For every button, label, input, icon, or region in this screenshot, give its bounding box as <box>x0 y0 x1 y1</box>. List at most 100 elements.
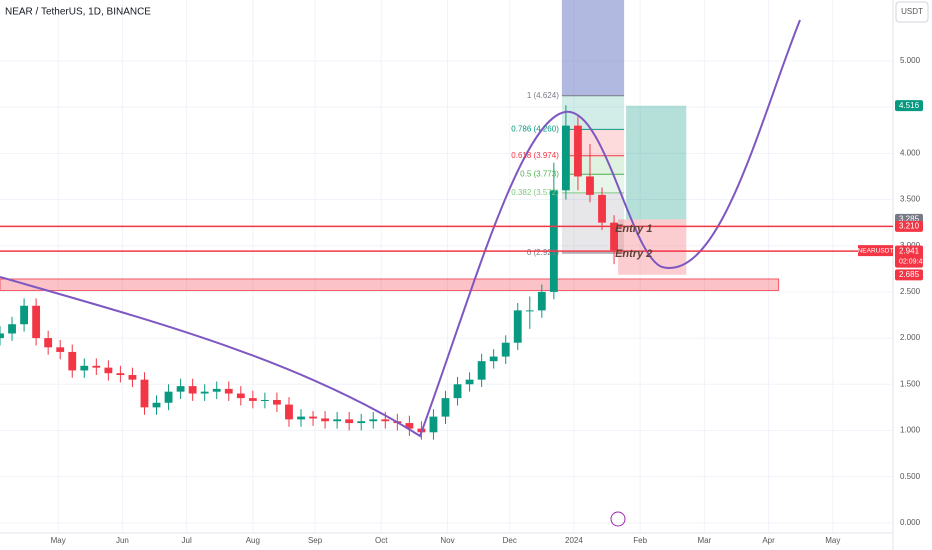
candle-body <box>598 194 606 223</box>
y-tick-label: 2.500 <box>900 287 921 296</box>
fib-label: 0.382 (3.572) <box>511 188 559 197</box>
candle-body <box>369 419 378 422</box>
candle-body <box>140 379 149 408</box>
x-tick-label: Jul <box>182 536 192 545</box>
price-tag-label: 2.685 <box>899 270 920 279</box>
y-tick-label: 1.500 <box>900 379 921 388</box>
x-tick-label: Aug <box>246 536 260 545</box>
fib-label: 0.5 (3.773) <box>520 169 559 178</box>
y-tick-label: 4.000 <box>900 148 921 157</box>
candle-body <box>200 391 209 394</box>
x-tick-label: May <box>51 536 66 545</box>
x-tick-label: 2024 <box>565 536 583 545</box>
x-tick-label: Nov <box>440 536 454 545</box>
candle-body <box>128 375 137 380</box>
candle-body <box>285 404 293 420</box>
price-tag-label: 4.516 <box>899 101 920 110</box>
candle-body <box>224 388 233 394</box>
target-zone <box>626 105 687 220</box>
candle-body <box>236 393 245 399</box>
price-tag-label: 3.285 <box>899 214 920 223</box>
x-tick-label: Mar <box>697 536 711 545</box>
candle-body <box>477 361 486 380</box>
fib-extension <box>561 0 625 96</box>
candle-body <box>537 291 546 311</box>
y-tick-label: 0.000 <box>900 518 921 527</box>
candle-body <box>501 342 510 357</box>
candle-body <box>248 398 257 401</box>
y-tick-label: 3.000 <box>900 241 921 250</box>
x-tick-label: Oct <box>375 536 388 545</box>
candle-body <box>345 419 354 424</box>
currency: USDT <box>901 7 923 16</box>
candle-body <box>212 388 221 392</box>
price-tag <box>895 220 923 232</box>
x-tick-label: Sep <box>308 536 323 545</box>
candle-body <box>525 310 534 312</box>
entry-label: Entry 1 <box>615 223 652 235</box>
currency-box <box>895 1 929 23</box>
candle-body <box>0 333 4 339</box>
price-tag <box>895 245 923 257</box>
stop-zone <box>618 219 687 275</box>
candle-body <box>260 399 269 401</box>
entry-label: Entry 2 <box>615 248 652 260</box>
candle-body <box>333 419 342 422</box>
candle-body <box>44 338 53 348</box>
candle-body <box>405 423 414 429</box>
candle-body <box>453 384 462 399</box>
x-tick-label: Feb <box>633 536 647 545</box>
y-tick-label: 1.000 <box>900 426 921 435</box>
candle-body <box>549 190 558 292</box>
x-tick-label: Apr <box>762 536 775 545</box>
candle-body <box>381 419 390 422</box>
fib-label: 0 (2.921) <box>527 248 559 257</box>
fib-label: 0.618 (3.974) <box>511 151 559 160</box>
candle-body <box>32 305 41 339</box>
y-tick-label: 2.000 <box>900 333 921 342</box>
candle-body <box>610 222 618 251</box>
candle-body <box>429 416 438 433</box>
y-tick-label: 3.500 <box>900 195 921 204</box>
zone <box>0 278 780 292</box>
candle-body <box>92 365 101 368</box>
symbol-label: NEARUSDT <box>858 247 894 254</box>
y-tick-label: 0.500 <box>900 472 921 481</box>
fib-band <box>561 155 625 175</box>
x-tick-label: Dec <box>503 536 517 545</box>
fib-label: 0.786 (4.260) <box>511 124 559 133</box>
candle-body <box>104 367 113 374</box>
candle-body <box>56 347 65 352</box>
candle-body <box>586 176 594 195</box>
projection-curve <box>0 19 801 438</box>
x-tick-label: May <box>825 536 840 545</box>
price-tag <box>895 100 923 112</box>
candle-body <box>489 356 498 362</box>
candle-body <box>152 402 161 408</box>
candle-body <box>20 305 28 325</box>
candle-body <box>116 373 125 376</box>
price-tag-label: 2.941 <box>899 246 920 255</box>
candle-body <box>561 125 570 191</box>
candle-body <box>8 324 16 334</box>
candle-body <box>321 418 330 422</box>
candle-body <box>297 416 305 420</box>
symbol-tag <box>858 245 893 257</box>
price-tag <box>895 269 923 281</box>
countdown: 02:09:43 <box>899 258 926 265</box>
y-tick-label: 5.000 <box>900 56 921 65</box>
candle-body <box>513 310 522 343</box>
candle-body <box>80 365 89 371</box>
candle-body <box>273 399 281 405</box>
candle-body <box>68 351 77 371</box>
candle-body <box>309 416 317 419</box>
price-tag-label: 3.210 <box>899 221 920 230</box>
candle-body <box>357 421 366 424</box>
chart-title: NEAR / TetherUS, 1D, BINANCE <box>5 7 151 18</box>
fib-label: 1 (4.624) <box>527 91 559 100</box>
candle-body <box>176 386 185 392</box>
candle-body <box>574 125 582 177</box>
candle-body <box>441 398 450 417</box>
event-icon[interactable] <box>610 511 626 527</box>
